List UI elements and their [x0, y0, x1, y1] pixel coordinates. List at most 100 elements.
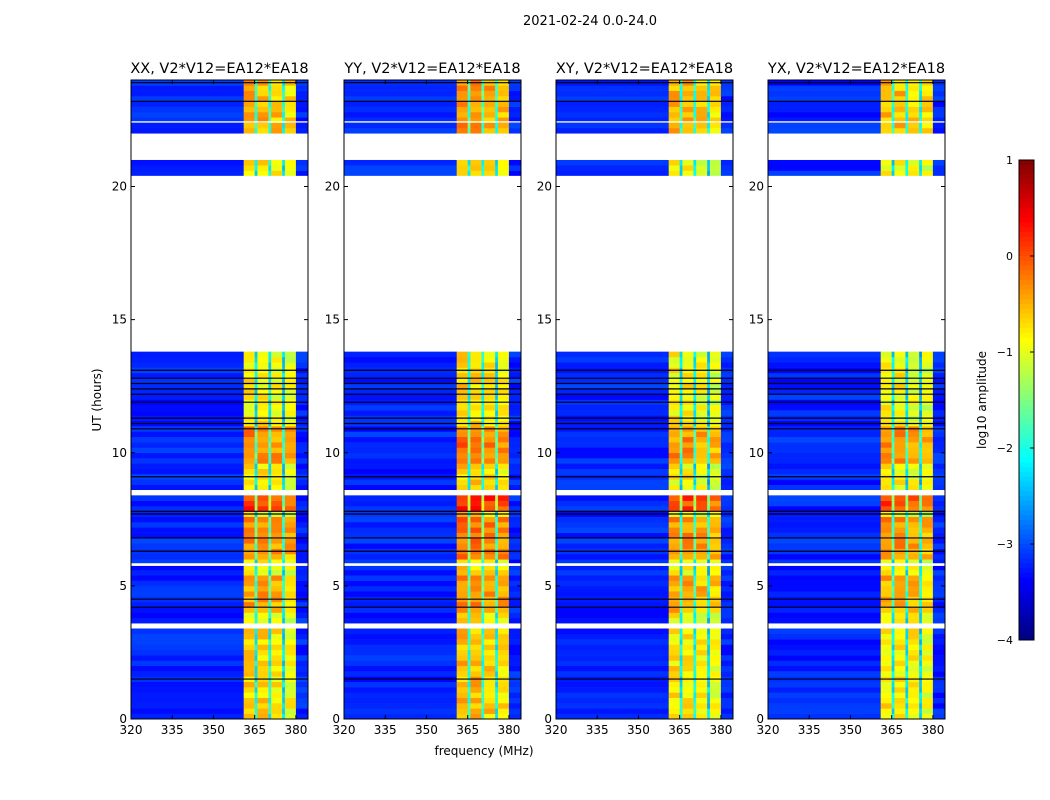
heatmap-cell [932, 644, 946, 651]
heatmap-cell [693, 351, 697, 358]
heatmap-cell [696, 378, 708, 384]
heatmap-cell [919, 660, 923, 667]
heatmap-cell [467, 165, 471, 171]
heatmap-cell [497, 553, 510, 560]
heatmap-cell [243, 394, 255, 400]
heatmap-cell [131, 628, 244, 635]
heatmap-cell [905, 431, 909, 438]
heatmap-cell [257, 447, 269, 454]
heatmap-cell [693, 442, 697, 448]
heatmap-cell [919, 516, 923, 523]
colorbar-segment [1019, 203, 1034, 209]
heatmap-cell [131, 612, 244, 619]
heatmap-cell [282, 639, 286, 645]
heatmap-cell [682, 383, 694, 390]
heatmap-cell [921, 447, 934, 454]
heatmap-cell [894, 713, 906, 720]
heatmap-cell [344, 170, 457, 177]
heatmap-cell [484, 101, 496, 107]
heatmap-cell [696, 639, 708, 645]
heatmap-cell [556, 495, 669, 501]
heatmap-cell [271, 516, 283, 523]
heatmap-cell [467, 372, 471, 379]
heatmap-cell [467, 553, 471, 560]
heatmap-cell [495, 569, 499, 576]
heatmap-cell [243, 122, 255, 129]
heatmap-cell [707, 708, 711, 714]
heatmap-cell [497, 452, 510, 459]
heatmap-cell [508, 633, 522, 640]
heatmap-cell [679, 532, 683, 539]
heatmap-cell [709, 394, 722, 400]
heatmap-cell [271, 101, 283, 107]
heatmap-cell [894, 351, 906, 358]
heatmap-cell [257, 516, 269, 523]
heatmap-cell [891, 681, 895, 688]
heatmap-cell [257, 127, 269, 134]
heatmap-cell [271, 537, 283, 544]
heatmap-cell [268, 633, 272, 640]
colorbar-segment [1019, 337, 1034, 343]
heatmap-cell [131, 165, 244, 171]
heatmap-cell [484, 553, 496, 560]
heatmap-cell [919, 713, 923, 720]
colorbar-segment [1019, 380, 1034, 387]
heatmap-cell [908, 537, 920, 544]
heatmap-cell [243, 101, 255, 107]
heatmap-cell [456, 479, 468, 485]
flagged-region [768, 121, 945, 123]
heatmap-cell [508, 372, 522, 379]
heatmap-cell [131, 516, 244, 523]
heatmap-cell [768, 356, 881, 363]
heatmap-cell [295, 351, 309, 358]
heatmap-cell [268, 617, 272, 624]
heatmap-cell [131, 559, 244, 565]
heatmap-cell [919, 436, 923, 443]
heatmap-cell [894, 655, 906, 661]
heatmap-cell [456, 436, 468, 443]
heatmap-cell [880, 442, 892, 448]
heatmap-cell [254, 378, 258, 384]
heatmap-cell [243, 484, 255, 491]
heatmap-cell [921, 500, 934, 507]
heatmap-cell [556, 452, 669, 459]
heatmap-cell [720, 458, 734, 464]
heatmap-cell [282, 580, 286, 587]
heatmap-cell [257, 564, 269, 571]
colorbar-segment [1019, 198, 1034, 204]
heatmap-cell [932, 127, 946, 134]
heatmap-cell [295, 122, 309, 129]
heatmap-cell [707, 165, 711, 171]
heatmap-cell [481, 687, 485, 693]
flagged-region [556, 135, 733, 160]
heatmap-cell [556, 170, 669, 177]
heatmap-cell [497, 127, 510, 134]
heatmap-cell [257, 553, 269, 560]
heatmap-cell [891, 612, 895, 619]
heatmap-cell [295, 537, 309, 544]
heatmap-cell [243, 452, 255, 459]
heatmap-cell [344, 431, 457, 438]
heatmap-cell [894, 463, 906, 470]
heatmap-cell [921, 479, 934, 485]
heatmap-cell [679, 410, 683, 416]
heatmap-cell [709, 463, 722, 470]
heatmap-cell [254, 671, 258, 677]
axes-frame [343, 79, 522, 720]
heatmap-cell [344, 575, 457, 581]
heatmap-cell [668, 394, 680, 400]
heatmap-cell [921, 633, 934, 640]
heatmap-cell [720, 463, 734, 470]
heatmap-cell [456, 351, 468, 358]
heatmap-cell [467, 681, 471, 688]
heatmap-cell [484, 463, 496, 470]
heatmap-cell [679, 452, 683, 459]
colorbar-segment [1019, 212, 1034, 219]
heatmap-cell [668, 681, 680, 688]
x-tick-label: 365 [880, 723, 903, 737]
colorbar-segment [1019, 265, 1034, 271]
heatmap-cell [271, 410, 283, 416]
heatmap-cell [768, 484, 881, 491]
heatmap-cell [880, 495, 892, 501]
heatmap-cell [556, 372, 669, 379]
